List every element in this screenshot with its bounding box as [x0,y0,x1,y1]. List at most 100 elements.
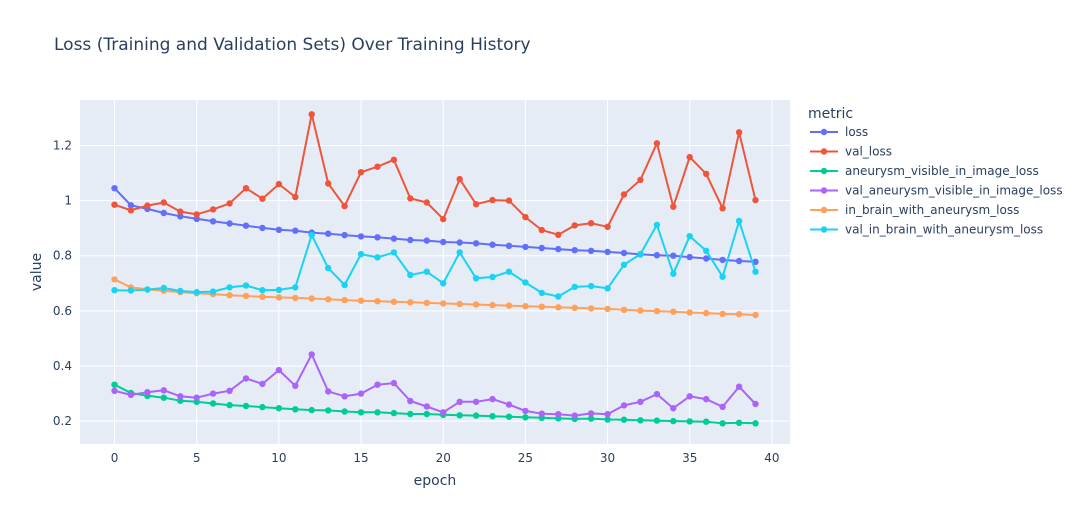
data-point[interactable] [193,215,200,222]
data-point[interactable] [489,241,496,248]
data-point[interactable] [505,268,513,275]
data-point[interactable] [670,270,677,277]
data-point[interactable] [604,411,611,418]
data-point[interactable] [752,400,759,408]
data-point[interactable] [341,393,348,400]
data-point[interactable] [226,292,233,299]
data-point[interactable] [209,400,217,407]
data-point[interactable] [703,247,710,254]
data-point[interactable] [620,261,628,268]
data-point[interactable] [686,153,693,161]
data-point[interactable] [423,237,430,244]
legend[interactable]: metric loss val_loss aneurysm_visible_in_i… [808,106,1063,237]
data-point[interactable] [325,296,332,303]
data-point[interactable] [571,304,578,311]
data-point[interactable] [390,249,398,256]
data-point[interactable] [703,170,710,178]
data-point[interactable] [505,413,513,420]
data-point[interactable] [620,191,628,198]
data-point[interactable] [423,410,430,418]
data-point[interactable] [735,129,743,136]
data-point[interactable] [620,402,628,409]
data-point[interactable] [226,401,233,409]
data-point[interactable] [719,420,726,427]
data-point[interactable] [440,238,447,246]
data-point[interactable] [637,307,644,314]
data-point[interactable] [456,175,463,183]
data-point[interactable] [587,305,595,312]
data-point[interactable] [177,287,184,295]
data-point[interactable] [670,405,677,412]
data-point[interactable] [242,292,250,300]
legend-item[interactable]: val_loss [810,145,892,159]
data-point[interactable] [275,294,283,301]
data-point[interactable] [193,394,200,401]
data-point[interactable] [653,417,661,424]
data-point[interactable] [703,395,710,403]
data-point[interactable] [275,405,283,412]
data-point[interactable] [686,233,693,240]
data-point[interactable] [505,302,513,309]
data-point[interactable] [637,250,644,258]
data-point[interactable] [275,286,283,294]
data-point[interactable] [735,217,743,225]
data-point[interactable] [440,280,447,287]
data-point[interactable] [242,375,250,382]
data-point[interactable] [325,180,332,187]
data-point[interactable] [325,388,332,395]
data-point[interactable] [423,268,430,275]
data-point[interactable] [259,195,266,202]
data-point[interactable] [752,196,759,204]
data-point[interactable] [735,383,743,390]
data-point[interactable] [423,199,430,206]
data-point[interactable] [177,208,184,215]
data-point[interactable] [325,264,332,272]
data-point[interactable] [538,303,545,310]
data-point[interactable] [489,301,496,309]
data-point[interactable] [719,256,726,264]
data-point[interactable] [374,381,381,388]
data-point[interactable] [604,416,611,423]
data-point[interactable] [637,398,644,405]
data-point[interactable] [292,382,299,389]
data-point[interactable] [555,231,562,238]
data-point[interactable] [144,286,151,293]
data-point[interactable] [571,247,578,254]
data-point[interactable] [538,226,545,234]
data-point[interactable] [522,414,529,421]
data-point[interactable] [407,397,414,405]
data-point[interactable] [127,207,135,214]
data-point[interactable] [160,284,167,292]
data-point[interactable] [735,257,743,265]
data-point[interactable] [456,300,463,308]
data-point[interactable] [292,193,299,201]
data-point[interactable] [374,163,381,170]
data-point[interactable] [670,308,677,315]
data-point[interactable] [357,250,365,258]
data-point[interactable] [472,275,480,282]
data-point[interactable] [620,306,628,313]
data-point[interactable] [703,418,710,425]
data-point[interactable] [259,403,266,411]
data-point[interactable] [111,276,118,283]
data-point[interactable] [587,282,595,290]
data-point[interactable] [587,220,595,227]
data-point[interactable] [604,285,611,292]
data-point[interactable] [111,201,118,208]
data-point[interactable] [390,235,398,242]
data-point[interactable] [242,282,250,289]
data-point[interactable] [226,220,233,227]
data-point[interactable] [555,411,562,418]
data-point[interactable] [275,366,283,374]
data-point[interactable] [259,380,266,388]
data-point[interactable] [719,273,726,280]
data-point[interactable] [374,234,381,241]
data-point[interactable] [686,393,693,400]
data-point[interactable] [440,300,447,307]
data-point[interactable] [275,226,283,233]
data-point[interactable] [357,297,365,304]
data-point[interactable] [111,287,118,294]
data-point[interactable] [653,307,661,315]
data-point[interactable] [226,200,233,207]
data-point[interactable] [308,351,315,358]
